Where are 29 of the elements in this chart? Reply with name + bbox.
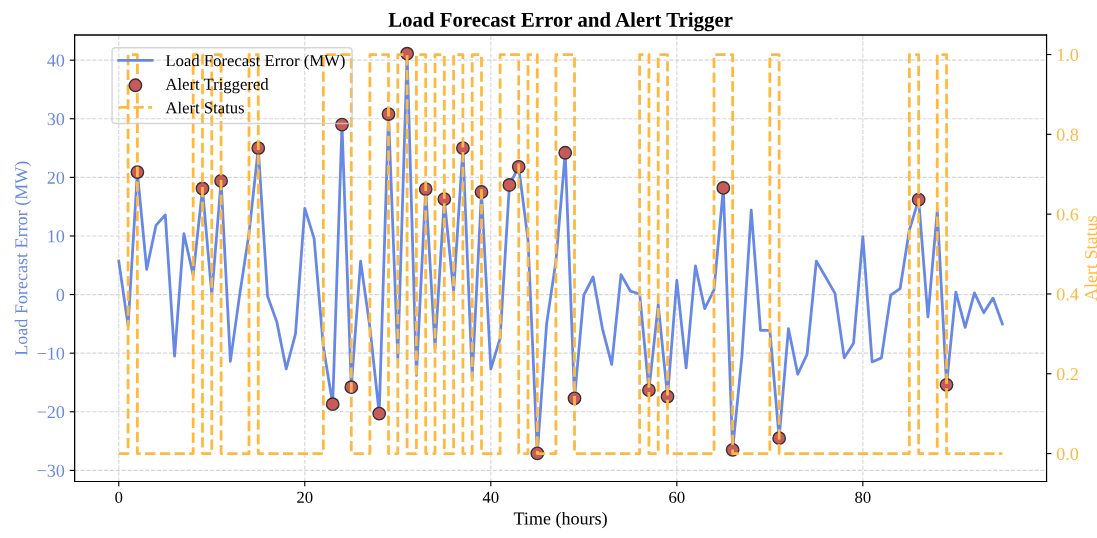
- y-tick-label: 40: [47, 54, 65, 67]
- y-tick-label: 20: [47, 171, 65, 184]
- y-tick-label: 10: [48, 230, 65, 243]
- x-axis-title: Time (hours): [513, 511, 607, 529]
- x-tick-label: 40: [482, 491, 499, 503]
- y-tick-label: −20: [37, 406, 65, 419]
- y2-tick-label: 0.0: [1056, 447, 1079, 461]
- x-tick-label: 80: [855, 491, 871, 503]
- x-tick-label: 20: [297, 491, 313, 503]
- point: [716, 181, 731, 195]
- y-tick-label: −30: [37, 464, 65, 477]
- x-tick-label: 60: [669, 491, 685, 503]
- y2-tick-label: 0.4: [1056, 288, 1079, 301]
- y-tick-label: −10: [37, 347, 65, 360]
- chart-title: Load Forecast Error and Alert Trigger: [388, 12, 733, 32]
- y2-tick-label: 0.2: [1056, 368, 1078, 381]
- y2-tick-label: 1.0: [1057, 48, 1079, 62]
- y2-tick-label: 0.6: [1056, 208, 1079, 221]
- point: [558, 145, 573, 160]
- y2-tick-label: 0.8: [1056, 128, 1079, 141]
- y-tick-label: 0: [56, 288, 65, 302]
- y-tick-label: 30: [47, 113, 65, 126]
- y-axis-title: Load Forecast Error (MW): [14, 161, 32, 356]
- point: [372, 406, 387, 421]
- point: [325, 397, 340, 412]
- y2-axis-title: Alert Status: [1084, 216, 1097, 301]
- point: [502, 178, 517, 192]
- point: [335, 117, 349, 132]
- x-tick-label: 0: [115, 491, 123, 503]
